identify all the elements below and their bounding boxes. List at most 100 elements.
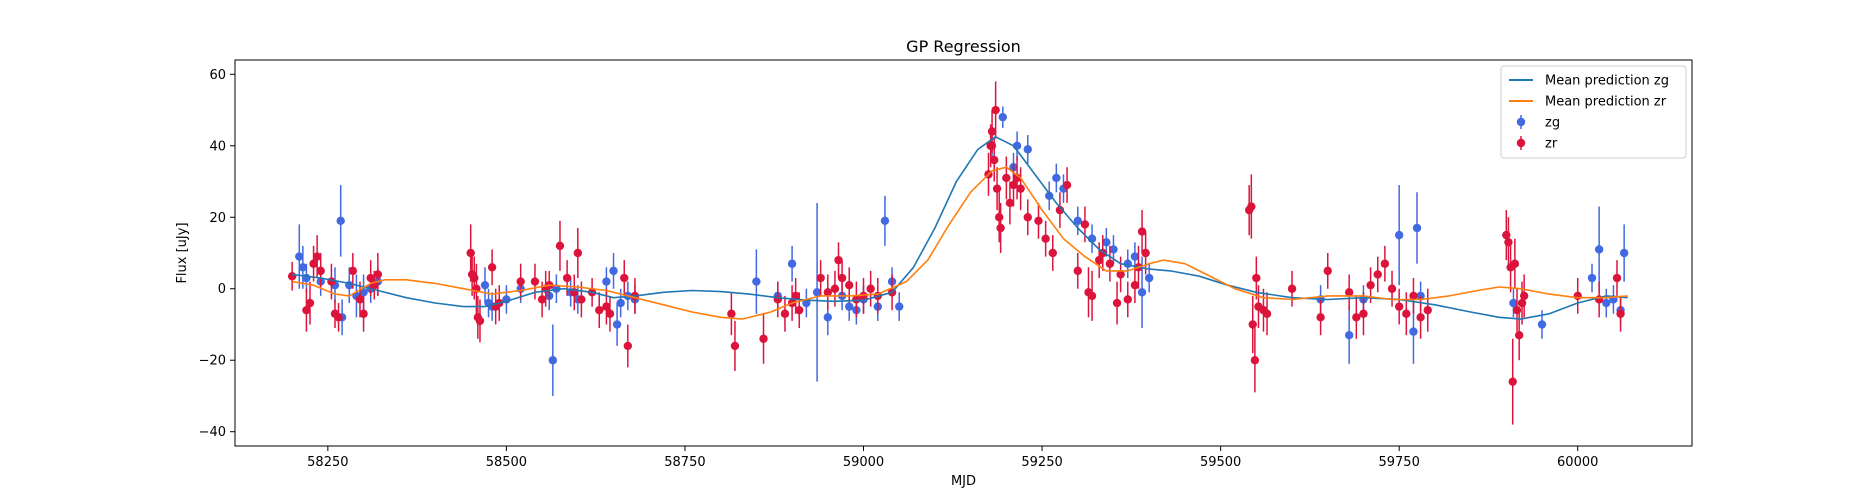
marker — [1409, 291, 1418, 301]
marker — [359, 288, 368, 297]
marker — [305, 298, 315, 308]
data-point-zg — [1023, 135, 1032, 164]
data-point-zr — [373, 253, 383, 296]
data-point-zr — [1041, 220, 1050, 257]
marker — [605, 309, 615, 318]
data-point-zr — [1380, 245, 1390, 282]
marker — [573, 248, 583, 258]
data-point-zr — [487, 249, 497, 286]
data-point-zg — [1052, 163, 1061, 193]
data-point-zr — [773, 281, 783, 318]
data-point-zr — [595, 292, 604, 329]
marker — [295, 252, 304, 261]
marker — [1323, 266, 1332, 276]
marker — [562, 273, 572, 283]
marker — [780, 309, 790, 318]
marker — [316, 266, 325, 276]
marker — [1045, 191, 1054, 201]
legend-label: Mean prediction zg — [1545, 74, 1669, 89]
legend-entry: Mean prediction zr — [1509, 95, 1667, 110]
marker — [837, 273, 847, 283]
data-point-zr — [1095, 242, 1104, 279]
legend-entry: zg — [1516, 115, 1560, 131]
marker — [623, 341, 633, 351]
marker — [1344, 331, 1354, 340]
marker — [334, 313, 343, 322]
legend-label: Mean prediction zr — [1545, 95, 1667, 110]
marker — [830, 284, 840, 293]
data-point-zr — [1387, 270, 1397, 307]
marker — [530, 277, 540, 286]
marker — [1616, 309, 1625, 318]
marker — [548, 356, 558, 365]
data-point-zr — [516, 263, 525, 300]
data-point-zg — [998, 106, 1007, 128]
data-point-zr — [987, 110, 997, 153]
data-point-zg — [1619, 224, 1629, 282]
y-tick-label: 40 — [209, 139, 226, 154]
marker — [577, 295, 586, 304]
marker — [1423, 305, 1432, 315]
marker — [480, 280, 490, 290]
marker — [1073, 216, 1082, 226]
marker — [759, 334, 768, 343]
x-tick-label: 59500 — [1200, 455, 1241, 470]
marker — [1144, 273, 1154, 283]
marker — [866, 284, 875, 293]
marker — [787, 259, 797, 268]
marker — [791, 291, 800, 301]
data-point-zr — [759, 313, 768, 364]
data-point-zr — [1510, 238, 1520, 289]
marker — [823, 288, 832, 297]
x-tick-label: 60000 — [1557, 455, 1598, 470]
x-tick-label: 58500 — [486, 455, 527, 470]
marker — [1048, 248, 1057, 258]
data-point-zg — [1394, 185, 1404, 286]
data-point-zg — [552, 274, 561, 304]
data-point-zr — [1002, 156, 1011, 200]
data-point-zr — [334, 303, 343, 332]
data-point-zr — [1005, 181, 1015, 225]
marker — [1510, 259, 1520, 268]
data-point-zr — [1423, 288, 1432, 332]
data-point-zr — [996, 202, 1005, 253]
marker — [1387, 284, 1397, 293]
x-tick-label: 58750 — [664, 455, 705, 470]
marker — [537, 295, 547, 304]
marker — [1112, 298, 1122, 308]
marker — [373, 270, 383, 279]
marker — [1052, 173, 1061, 183]
data-point-zr — [1612, 260, 1622, 296]
marker — [1250, 356, 1260, 365]
marker — [1102, 238, 1111, 247]
data-point-zr — [602, 288, 611, 325]
data-point-zr — [990, 138, 999, 182]
marker — [1394, 302, 1404, 311]
data-point-zr — [866, 270, 875, 307]
marker — [366, 273, 375, 283]
marker — [812, 288, 822, 297]
marker — [998, 112, 1007, 122]
data-point-zr — [573, 227, 583, 279]
data-point-zr — [1287, 270, 1297, 307]
marker — [1287, 284, 1297, 293]
data-point-zr — [1359, 292, 1368, 336]
legend-label: zg — [1545, 116, 1560, 131]
data-point-zg — [336, 185, 345, 257]
marker — [298, 263, 308, 272]
marker — [859, 291, 868, 301]
marker — [834, 255, 843, 265]
marker — [327, 277, 336, 286]
marker — [466, 248, 475, 258]
data-point-zr — [1137, 210, 1147, 253]
marker — [1016, 184, 1025, 193]
data-point-zg — [1602, 288, 1611, 318]
data-point-zg — [502, 285, 511, 314]
marker — [987, 127, 997, 136]
legend-box — [1500, 65, 1687, 159]
marker — [1316, 313, 1325, 322]
marker — [1402, 309, 1411, 318]
data-point-zg — [609, 253, 618, 289]
marker — [727, 309, 736, 318]
data-point-zr — [1048, 235, 1057, 271]
